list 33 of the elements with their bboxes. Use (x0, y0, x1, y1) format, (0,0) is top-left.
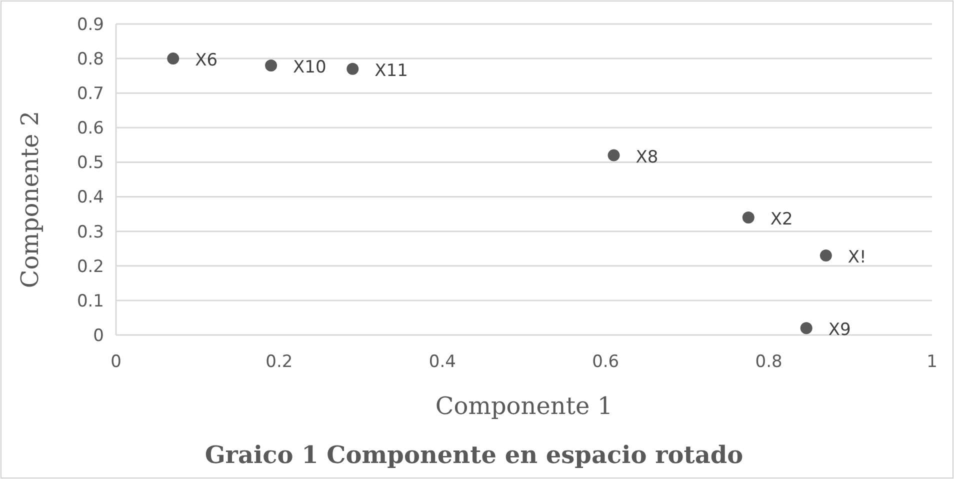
point (265, 59, 278, 72)
y-tick-label: 0.4 (76, 188, 104, 208)
x-tick-label: 0.6 (592, 352, 620, 372)
point (167, 52, 180, 65)
annotation: X9 (828, 320, 851, 340)
annotation: X10 (293, 57, 326, 78)
y-tick-label: 0.5 (76, 153, 104, 174)
y-tick-label: 0.3 (76, 222, 104, 242)
y-tick-label: 0 (93, 326, 104, 346)
y-tick-label: 0.2 (76, 256, 104, 277)
annotation: X11 (374, 60, 408, 81)
x-tick-label: 0.4 (428, 352, 456, 372)
y-tick-label: 0.9 (76, 14, 104, 35)
annotation: X2 (770, 210, 793, 230)
text: Graico 1 Componente en espacio rotado (204, 440, 744, 469)
y-axis-title: Componente 2 (16, 110, 44, 288)
x-tick-label: 0.8 (755, 352, 782, 372)
point (800, 322, 812, 334)
x-tick-label: 0 (110, 352, 122, 372)
annotation: X6 (195, 50, 218, 71)
annotation: X8 (636, 147, 658, 168)
y-tick-label: 0.8 (76, 50, 104, 70)
y-tick-label: 0.7 (76, 84, 104, 104)
point (346, 62, 359, 75)
x-axis-title: Componente 1 (435, 392, 613, 420)
x-tick-label: 1 (926, 352, 938, 372)
point (608, 149, 620, 162)
point (742, 212, 754, 224)
point (820, 250, 832, 262)
annotation: X! (848, 248, 866, 268)
y-tick-label: 0.1 (76, 291, 104, 312)
y-tick-label: 0.6 (76, 118, 104, 139)
x-tick-label: 0.2 (266, 352, 293, 372)
